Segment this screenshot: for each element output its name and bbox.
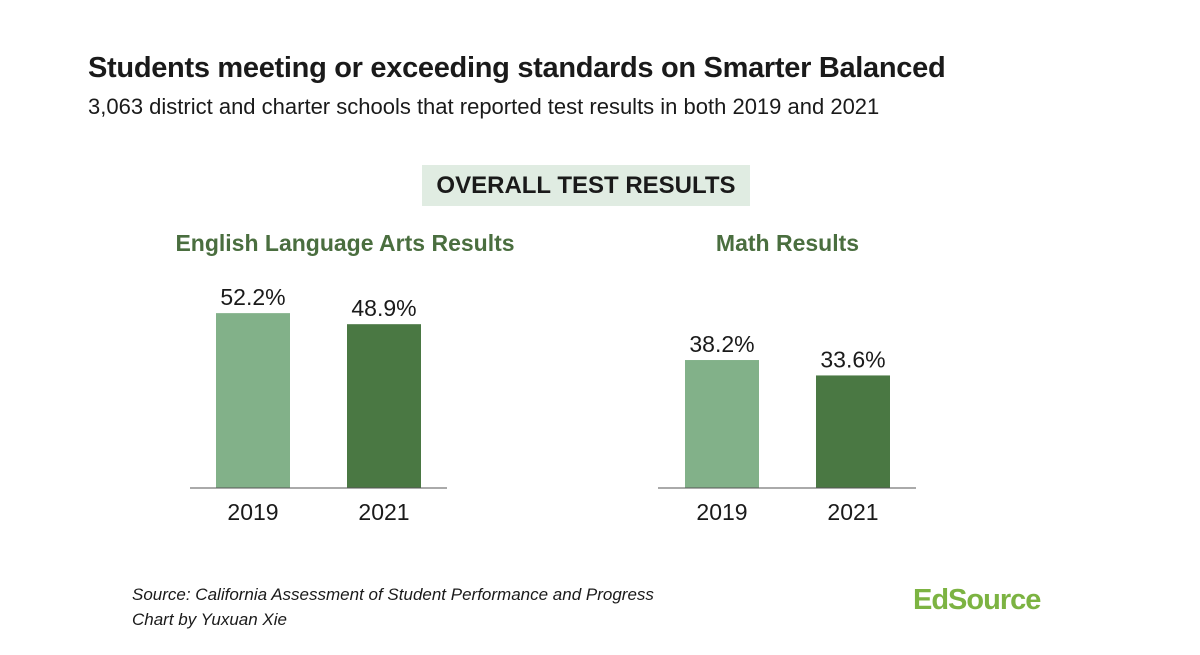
data-label: 38.2% [689,331,754,357]
credit-text: Chart by Yuxuan Xie [132,610,287,629]
math-chart-title: Math Results [715,230,860,256]
data-label: 52.2% [220,284,285,310]
bar-2021 [347,324,421,488]
source-text: Source: California Assessment of Student… [132,585,654,604]
x-tick-label: 2021 [827,499,878,525]
bar-2019 [216,313,290,488]
x-tick-label: 2021 [358,499,409,525]
data-label: 48.9% [351,295,416,321]
ela-chart-title: English Language Arts Results [175,230,515,256]
section-banner: OVERALL TEST RESULTS [422,165,750,206]
x-tick-label: 2019 [696,499,747,525]
bar-2021 [816,375,890,488]
edsource-logo: EdSource [913,584,1041,616]
data-label: 33.6% [820,346,885,372]
bar-2019 [685,360,759,488]
source-note: Source: California Assessment of Student… [132,582,654,632]
chart-title: Students meeting or exceeding standards … [88,52,946,84]
chart-subtitle: 3,063 district and charter schools that … [88,94,880,119]
x-tick-label: 2019 [227,499,278,525]
